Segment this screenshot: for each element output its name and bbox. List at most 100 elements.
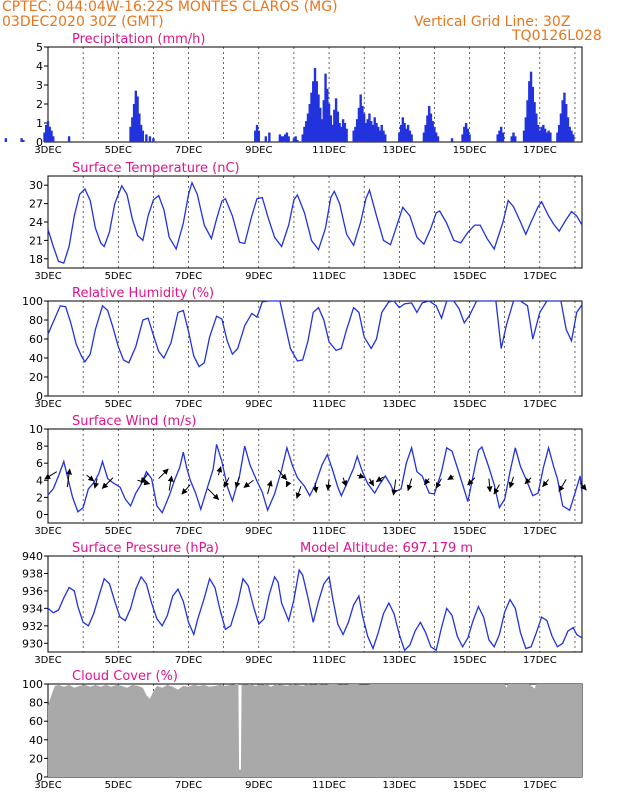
precip-bar (45, 124, 48, 142)
wind-vector (312, 482, 319, 494)
precip-xtick-label: 17DEC (523, 145, 557, 156)
precip-bar (498, 130, 501, 142)
precip-bar (373, 117, 376, 142)
precip-bar (410, 134, 413, 142)
wind-vector (508, 476, 515, 489)
precip-bar (338, 123, 341, 142)
wind-vector (266, 480, 273, 495)
precip-bar (305, 121, 308, 142)
precip-bar (547, 130, 550, 142)
grid-line-note: Vertical Grid Line: 30Z (414, 14, 571, 30)
precip-bar (255, 124, 259, 142)
precip-bar (524, 117, 527, 142)
precip-ytick-label: 4 (36, 60, 43, 73)
rh-ytick-label: 20 (29, 371, 43, 384)
precip-bar (292, 138, 296, 142)
precip-bar (254, 130, 257, 142)
precip-bar (322, 100, 325, 142)
pres-ytick-label: 930 (22, 637, 43, 650)
cloud-ytick-label: 80 (29, 697, 43, 710)
pres-ytick-label: 932 (22, 620, 43, 633)
precip-bar (296, 140, 299, 142)
rh-xtick-label: 11DEC (312, 399, 346, 410)
precip-bar (408, 130, 412, 142)
wind-xtick-label: 7DEC (175, 526, 202, 537)
precip-bar (331, 124, 334, 142)
precip-bar (136, 96, 139, 142)
precip-bar (294, 136, 297, 142)
rh-xtick-label: 15DEC (453, 399, 487, 410)
precip-bar (43, 132, 46, 142)
precip-bar (427, 105, 431, 142)
precip-bar (283, 134, 287, 142)
cloud-ytick-label: 60 (29, 715, 43, 728)
rh-xtick-label: 5DEC (105, 399, 132, 410)
precip-bar (354, 126, 357, 142)
wind-vector (391, 479, 398, 496)
temp-frame (47, 175, 583, 269)
precip-bar (343, 123, 347, 142)
precip-bar (538, 130, 542, 142)
wind-vector (285, 480, 292, 488)
wind-ytick-label: 2 (36, 491, 43, 504)
precip-bar (422, 132, 426, 142)
wind-vector (86, 474, 95, 482)
temp-title: Surface Temperature (nC) (72, 161, 240, 176)
precip-bar (301, 134, 304, 142)
wind-vector (93, 478, 100, 489)
wind-vector (558, 479, 567, 492)
pres-series-line (47, 568, 583, 652)
precip-bar (563, 92, 566, 142)
precip-bar (313, 67, 317, 142)
cloud-xtick-label: 11DEC (312, 780, 346, 791)
precip-bar (543, 128, 547, 142)
precip-bar (514, 136, 517, 142)
wind-ytick-label: 8 (36, 440, 43, 453)
precip-bar (499, 126, 503, 142)
pres-ytick-label: 934 (22, 602, 43, 615)
precip-bar (308, 104, 311, 142)
precip-bar (4, 138, 8, 142)
precip-bar (566, 117, 570, 142)
precip-ytick-label: 1 (36, 117, 43, 130)
precip-bar (326, 88, 329, 142)
precip-ytick-label: 2 (36, 98, 43, 111)
wind-xtick-label: 11DEC (312, 526, 346, 537)
precip-bar (52, 136, 55, 142)
precip-bar (403, 123, 406, 142)
precip-bar (310, 92, 313, 142)
precip-bar (450, 138, 454, 142)
precip-bar (468, 134, 471, 142)
cloud-xtick-label: 17DEC (523, 780, 557, 791)
precip-bar (148, 136, 152, 142)
wind-xtick-label: 13DEC (382, 526, 416, 537)
precip-bar (435, 132, 438, 142)
precip-bar (424, 124, 427, 142)
wind-vector (356, 472, 365, 479)
precip-bar (528, 81, 531, 142)
precip-bar (132, 104, 136, 142)
wind-vector (66, 468, 72, 488)
wind-xtick-label: 17DEC (523, 526, 557, 537)
precip-bar (355, 119, 359, 142)
precip-bar (378, 130, 382, 142)
wind-vector (542, 479, 550, 488)
cloud-area (48, 684, 582, 777)
temp-xtick-label: 7DEC (175, 271, 202, 282)
wind-vector (101, 477, 114, 489)
model-code: TQ0126L028 (512, 28, 602, 44)
precip-bar (48, 126, 51, 142)
precip-bar (329, 115, 333, 142)
precip-bar (375, 123, 378, 142)
wind-ytick-label: 0 (36, 508, 43, 521)
precip-bar (315, 81, 318, 142)
rh-xtick-label: 7DEC (175, 399, 202, 410)
cloud-ytick-label: 40 (29, 734, 43, 747)
precip-bar (463, 126, 466, 142)
precip-bar (317, 94, 320, 142)
rh-title: Relative Humidity (%) (72, 286, 214, 301)
wind-vector (167, 475, 174, 491)
rh-xtick-label: 3DEC (34, 399, 61, 410)
pres-title: Surface Pressure (hPa) (72, 541, 219, 556)
